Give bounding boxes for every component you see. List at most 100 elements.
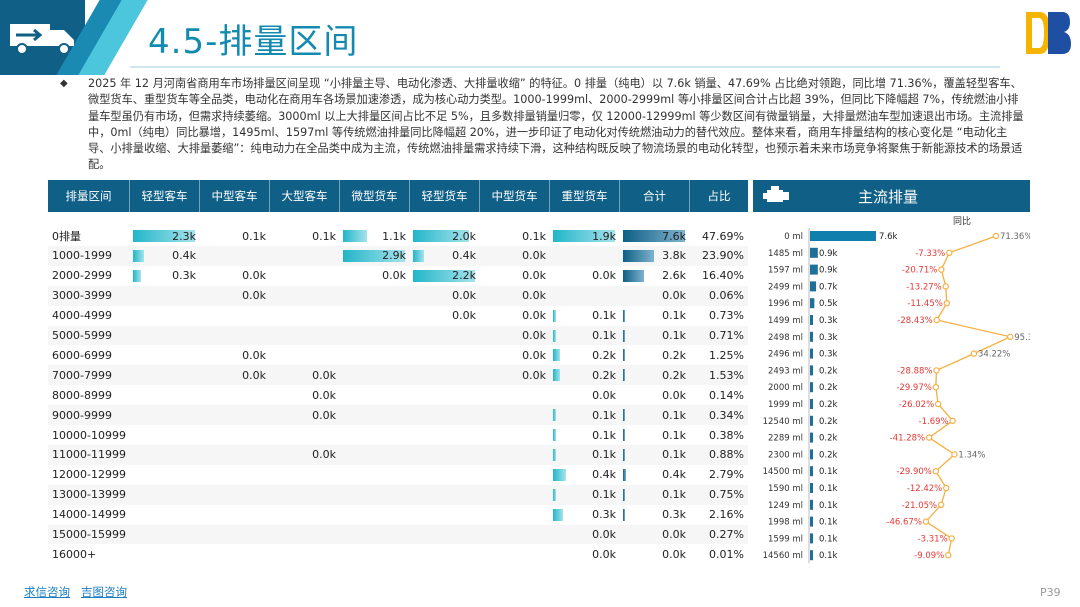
chart-value-label: 0.1k bbox=[819, 551, 838, 561]
chart-value-label: 0.1k bbox=[819, 534, 838, 544]
table-cell: 0.1k bbox=[592, 448, 616, 462]
table-cell: 0.71% bbox=[709, 329, 744, 342]
table-data-bar bbox=[623, 468, 627, 481]
chart-bar bbox=[810, 281, 817, 292]
table-data-bar bbox=[623, 309, 625, 322]
row-label: 6000-6999 bbox=[52, 348, 112, 362]
chart-bar bbox=[810, 483, 813, 493]
chart-bar bbox=[810, 298, 815, 309]
chart-value-label: 0.5k bbox=[819, 299, 838, 309]
row-label: 11000-11999 bbox=[52, 448, 126, 462]
table-data-bar bbox=[553, 309, 557, 322]
chart-bar bbox=[810, 449, 813, 460]
page-title: 4.5-排量区间 bbox=[148, 22, 359, 62]
chart-bar bbox=[810, 247, 818, 258]
table-data-bar bbox=[133, 249, 144, 262]
chart-bar bbox=[810, 365, 813, 376]
yoy-point bbox=[992, 232, 1000, 240]
yoy-point bbox=[943, 299, 951, 307]
table-data-bar bbox=[343, 249, 405, 262]
chart-bar bbox=[810, 399, 813, 409]
table-header-cell: 合计 bbox=[620, 180, 690, 212]
yoy-point bbox=[938, 266, 945, 273]
chart-bar bbox=[810, 466, 813, 477]
mainstream-displacement-chart: 0 ml 7.6k 1485 ml 0.9k 1597 ml 0.9k 2499 ml 0.7… bbox=[763, 228, 1030, 564]
table-cell: 0.0k bbox=[522, 368, 546, 382]
table-cell: 2.16% bbox=[709, 508, 744, 522]
table-cell: 0.1k bbox=[592, 428, 616, 442]
table-cell: 0.0k bbox=[662, 388, 686, 402]
table-cell: 0.0k bbox=[452, 309, 476, 323]
yoy-label: -9.09% bbox=[914, 551, 944, 561]
table-cell: 0.0k bbox=[592, 547, 616, 561]
chart-bar bbox=[810, 264, 818, 275]
table-cell: 0.27% bbox=[709, 528, 744, 541]
table-data-bar bbox=[553, 349, 560, 362]
table-row bbox=[48, 425, 748, 445]
chart-category-label: 1599 ml bbox=[768, 534, 803, 544]
chart-value-label: 7.6k bbox=[879, 232, 898, 242]
table-data-bar bbox=[413, 230, 470, 242]
row-label: 7000-7999 bbox=[52, 368, 112, 382]
table-data-bar bbox=[553, 329, 557, 342]
yoy-label: -12.42% bbox=[907, 484, 942, 494]
table-cell: 1.53% bbox=[709, 368, 744, 382]
table-cell: 0.1k bbox=[242, 229, 266, 243]
table-data-bar bbox=[623, 448, 625, 461]
table-cell: 0.0k bbox=[522, 289, 546, 303]
table-cell: 0.3k bbox=[172, 269, 196, 283]
table-cell: 0.0k bbox=[662, 528, 686, 541]
table-cell: 0.2k bbox=[662, 348, 686, 362]
chart-category-label: 2300 ml bbox=[768, 450, 803, 460]
yoy-label: -26.02% bbox=[899, 400, 934, 410]
table-cell: 0.1k bbox=[662, 309, 686, 323]
table-cell: 0.0k bbox=[312, 368, 336, 382]
table-data-bar bbox=[343, 230, 367, 242]
chart-bar bbox=[810, 516, 813, 527]
yoy-point bbox=[922, 518, 930, 525]
table-row bbox=[48, 524, 748, 545]
table-header-cell: 微型货车 bbox=[340, 180, 410, 212]
table-cell: 47.69% bbox=[702, 229, 744, 243]
footer-link-jitu[interactable]: 吉图咨询 bbox=[81, 585, 127, 599]
yoy-label: -21.05% bbox=[902, 501, 937, 511]
chart-value-label: 0.7k bbox=[819, 282, 838, 292]
footer-link-qiuxin[interactable]: 求信咨询 bbox=[24, 585, 70, 599]
table-cell: 0.0k bbox=[382, 269, 406, 283]
table-cell: 0.0k bbox=[522, 269, 546, 283]
chart-value-label: 0.2k bbox=[819, 450, 838, 460]
chart-value-label: 0.9k bbox=[819, 249, 838, 259]
table-row bbox=[48, 444, 748, 465]
table-data-bar bbox=[623, 488, 625, 501]
yoy-label: -29.97% bbox=[896, 383, 931, 393]
yoy-point bbox=[948, 535, 955, 542]
chart-bar bbox=[810, 315, 813, 325]
chart-category-label: 2498 ml bbox=[768, 333, 803, 343]
chart-category-label: 2496 ml bbox=[768, 350, 803, 360]
table-cell: 2.6k bbox=[662, 269, 686, 283]
table-header-cell: 中型客车 bbox=[200, 180, 270, 212]
table-cell: 0.4k bbox=[172, 249, 196, 263]
yoy-label: -11.45% bbox=[907, 299, 942, 309]
table-row bbox=[48, 484, 748, 505]
chart-category-label: 14500 ml bbox=[763, 467, 803, 477]
chart-bar bbox=[810, 533, 813, 544]
yoy-point bbox=[942, 283, 949, 290]
table-header-cell: 轻型货车 bbox=[410, 180, 480, 212]
table-cell: 0.0k bbox=[662, 289, 686, 303]
yoy-label: -28.43% bbox=[897, 316, 932, 326]
table-data-bar bbox=[553, 409, 557, 422]
chart-value-label: 0.2k bbox=[819, 434, 838, 444]
yoy-label: -46.67% bbox=[886, 518, 921, 528]
table-data-bar bbox=[623, 269, 645, 282]
table-cell: 7.6k bbox=[662, 229, 686, 243]
row-label: 2000-2999 bbox=[52, 269, 112, 283]
chart-value-label: 0.1k bbox=[819, 518, 838, 528]
row-label: 3000-3999 bbox=[52, 289, 112, 303]
table-cell: 0.0k bbox=[522, 249, 546, 263]
row-label: 1000-1999 bbox=[52, 249, 112, 263]
table-cell: 0.0k bbox=[522, 348, 546, 362]
table-data-bar bbox=[623, 429, 625, 441]
table-cell: 0.01% bbox=[709, 547, 744, 561]
bullet-icon: ◆ bbox=[60, 78, 68, 89]
